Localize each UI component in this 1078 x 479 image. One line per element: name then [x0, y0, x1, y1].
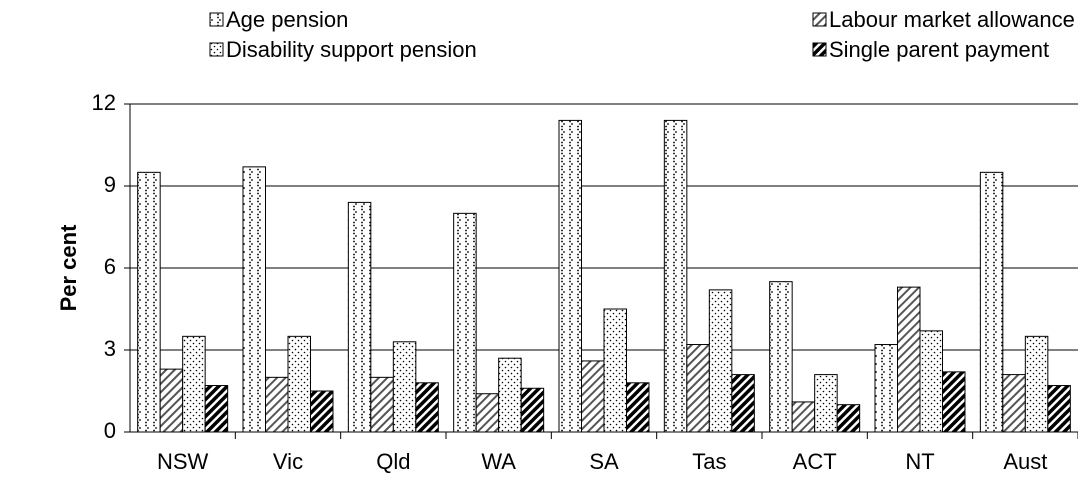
legend-label: Labour market allowance (b): [829, 7, 1078, 32]
legend-label: Single parent payment: [829, 37, 1049, 62]
x-tick-label: ACT: [793, 449, 837, 474]
legend-swatch: [812, 42, 827, 57]
bar: [159, 368, 184, 433]
bar: [392, 341, 417, 433]
legend-label: Age pension: [226, 7, 348, 32]
y-tick-label: 12: [92, 90, 116, 115]
bar: [663, 119, 688, 433]
bar: [1047, 385, 1071, 433]
x-tick-label: NSW: [157, 449, 209, 474]
y-tick-label: 9: [104, 172, 116, 197]
bar: [769, 281, 793, 433]
x-tick-label: NT: [905, 449, 934, 474]
y-tick-label: 3: [104, 336, 116, 361]
bar: [520, 387, 545, 433]
x-tick-label: Qld: [376, 449, 410, 474]
bar: [558, 119, 582, 433]
bar: [182, 335, 206, 433]
y-tick-label: 0: [104, 418, 116, 443]
bar: [686, 344, 710, 433]
legend-swatch: [209, 42, 224, 57]
bar: [942, 371, 966, 433]
bar: [1024, 335, 1049, 433]
bar: [415, 382, 439, 433]
bar: [475, 393, 500, 433]
bar: [581, 360, 605, 433]
y-tick-label: 6: [104, 254, 116, 279]
bar: [708, 289, 733, 433]
bar: [626, 382, 650, 433]
x-tick-label: SA: [589, 449, 619, 474]
bar: [1002, 374, 1026, 433]
legend-label: Disability support pension: [226, 37, 477, 62]
bar: [242, 166, 266, 433]
bar: [919, 330, 943, 433]
bar: [137, 171, 161, 433]
bar: [874, 344, 898, 433]
bar: [836, 404, 861, 433]
y-axis-label: Per cent: [56, 224, 81, 311]
x-tick-label: Aust: [1003, 449, 1047, 474]
bar: [897, 286, 921, 433]
bar: [603, 308, 627, 433]
bar: [347, 201, 372, 433]
x-tick-label: Tas: [692, 449, 726, 474]
bar: [265, 376, 289, 433]
bar: [731, 374, 755, 433]
bar: [204, 385, 229, 433]
bar: [370, 376, 394, 433]
bar: [453, 212, 477, 433]
bar: [498, 357, 522, 433]
legend-swatch: [209, 12, 224, 27]
x-tick-label: Vic: [273, 449, 303, 474]
x-tick-label: WA: [481, 449, 516, 474]
bar: [814, 374, 838, 433]
bar: [287, 335, 311, 433]
legend-swatch: [812, 12, 827, 27]
bar: [979, 171, 1004, 433]
bar: [310, 390, 334, 433]
bar: [791, 401, 816, 433]
